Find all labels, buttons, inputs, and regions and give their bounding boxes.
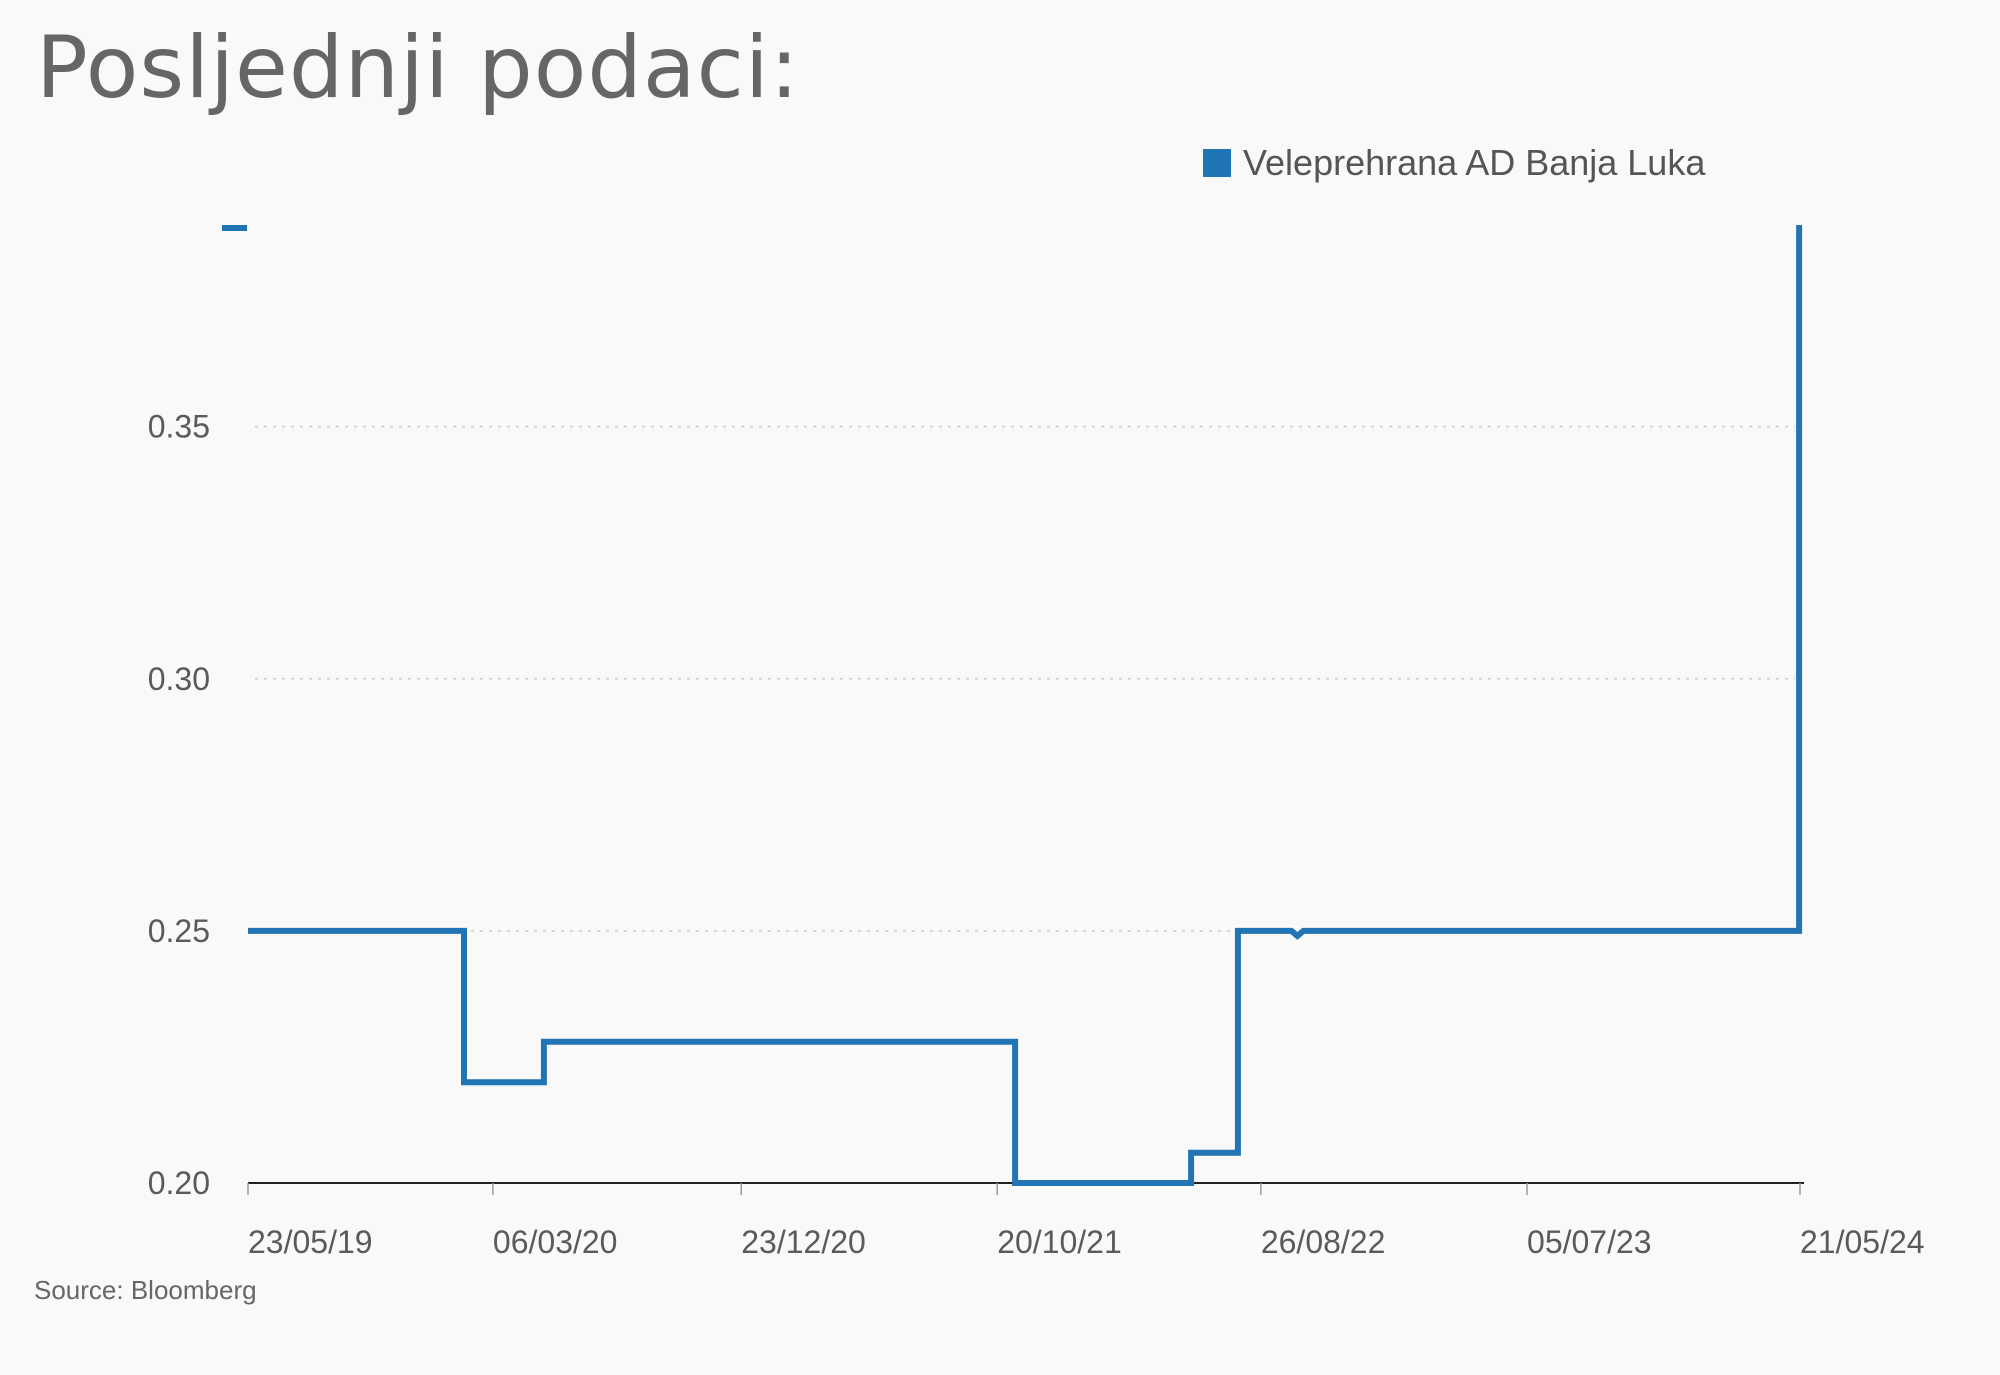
y-tick-label: 0.25 [148,913,210,949]
x-tick-label: 06/03/20 [493,1224,618,1260]
series-layer [222,225,1803,1186]
y-tick-label: 0.35 [148,409,210,445]
x-tick-label: 23/05/19 [248,1224,373,1260]
source-note: Source: Bloomberg [34,1275,257,1305]
x-axis-ticks: 23/05/19 06/03/20 23/12/20 20/10/21 26/08/22… [247,1183,1925,1260]
y-tick-label: 0.30 [148,661,210,697]
chart-legend: Veleprehrana AD Banja Luka [1203,142,1705,184]
x-tick-label: 05/07/23 [1527,1224,1652,1260]
legend-swatch [1203,149,1231,177]
y-axis-max-marker [222,225,247,231]
y-tick-label: 0.20 [148,1165,210,1201]
x-tick-label: 20/10/21 [997,1224,1122,1260]
grid-lines [255,425,1795,932]
series-line [248,225,1803,1186]
legend-label: Veleprehrana AD Banja Luka [1243,142,1706,183]
x-tick-label: 26/08/22 [1261,1224,1386,1260]
page-title: Posljednji podaci: [36,18,800,118]
x-tick-label: 23/12/20 [741,1224,866,1260]
x-tick-label: 21/05/24 [1800,1224,1925,1260]
y-axis-tick-labels: 0.20 0.25 0.30 0.35 [148,409,210,1201]
